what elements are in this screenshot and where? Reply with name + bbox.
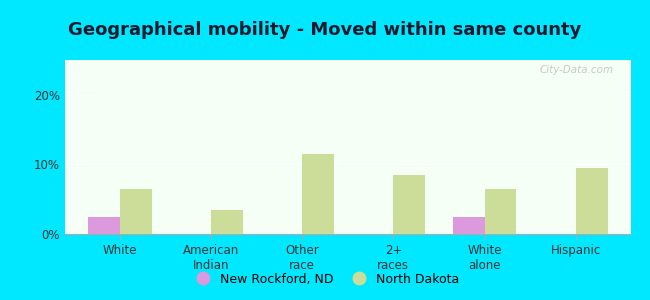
Bar [88,217,120,234]
Bar [393,175,425,234]
Legend: New Rockford, ND, North Dakota: New Rockford, ND, North Dakota [185,268,465,291]
Bar [452,217,484,234]
Text: Geographical mobility - Moved within same county: Geographical mobility - Moved within sam… [68,21,582,39]
Bar [576,168,608,234]
Bar [484,189,517,234]
Text: City-Data.com: City-Data.com [540,65,614,75]
Bar [302,154,334,234]
Bar [120,189,151,234]
Bar [211,210,243,234]
